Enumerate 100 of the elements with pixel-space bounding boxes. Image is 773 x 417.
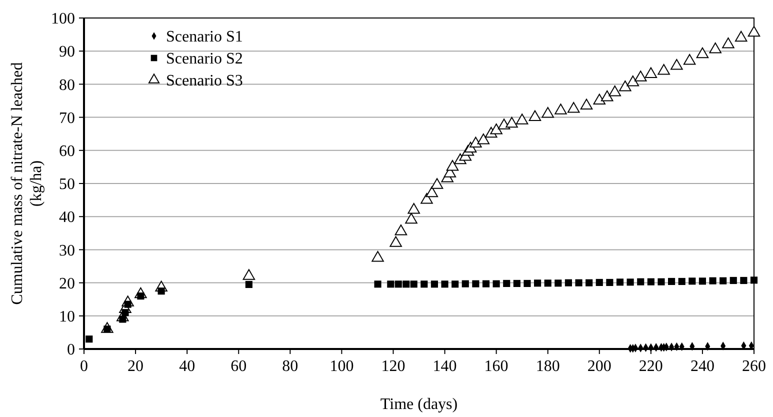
x-tick-label: 40 [179, 358, 196, 375]
point [482, 280, 490, 288]
point [658, 64, 670, 75]
point [668, 278, 676, 286]
point [580, 98, 593, 110]
point [567, 102, 580, 113]
legend-label: Scenario S2 [166, 50, 243, 68]
legend-label: Scenario S1 [166, 28, 243, 46]
point [683, 54, 696, 65]
point [503, 280, 510, 287]
point [698, 278, 706, 285]
point [616, 278, 624, 286]
point [402, 280, 410, 288]
point [374, 280, 382, 288]
point [626, 76, 640, 86]
point [245, 280, 252, 288]
x-tick-label: 100 [330, 358, 354, 375]
point [513, 280, 520, 287]
x-tick-label: 0 [80, 358, 88, 375]
point [619, 80, 632, 92]
point [740, 276, 748, 284]
point [696, 47, 709, 58]
x-tick-label: 80 [282, 358, 298, 375]
point [242, 269, 256, 280]
point [637, 278, 644, 286]
point [720, 277, 727, 284]
point [528, 110, 542, 122]
y-tick-label: 40 [59, 209, 75, 226]
point [534, 280, 542, 287]
point [492, 280, 500, 288]
point [670, 58, 683, 70]
point [748, 26, 760, 37]
point [462, 280, 469, 288]
point [593, 94, 606, 105]
point [647, 278, 654, 286]
point [606, 278, 614, 286]
point [387, 280, 394, 288]
y-tick-label: 10 [59, 308, 75, 326]
point [472, 280, 480, 288]
point [554, 280, 562, 287]
point [544, 280, 552, 287]
y-tick-label: 70 [59, 110, 75, 127]
point [709, 277, 716, 284]
x-tick-label: 180 [536, 358, 560, 375]
y-tick-label: 100 [51, 10, 75, 28]
x-tick-label: 20 [128, 358, 144, 375]
point [86, 336, 93, 343]
point [750, 276, 758, 284]
point [554, 104, 567, 114]
point [542, 106, 554, 118]
point [372, 250, 384, 262]
x-tick-label: 200 [587, 358, 612, 375]
point [420, 280, 428, 288]
point [122, 309, 129, 316]
point [394, 280, 402, 288]
x-tick-label: 60 [230, 358, 247, 375]
x-tick-label: 120 [381, 358, 406, 375]
x-axis-title: Time (days) [380, 396, 458, 413]
y-tick-label: 60 [59, 143, 75, 160]
x-tick-label: 140 [432, 358, 457, 375]
point [516, 114, 528, 124]
point [408, 202, 420, 214]
x-tick-label: 260 [742, 358, 766, 375]
y-tick-label: 30 [59, 242, 75, 260]
point [564, 279, 572, 286]
point [158, 288, 165, 295]
point [470, 136, 482, 148]
y-tick-label: 80 [59, 76, 75, 94]
y-tick-label: 90 [59, 44, 75, 61]
point [678, 278, 686, 286]
point [688, 278, 696, 285]
point [446, 160, 459, 171]
point [426, 186, 438, 198]
point [390, 236, 402, 247]
point [498, 118, 510, 130]
point [608, 85, 621, 96]
point [626, 278, 634, 286]
point [394, 224, 408, 236]
y-axis-title: Cumulative mass of nitrate-N leached (kg/ha) [9, 62, 46, 305]
point [644, 67, 658, 78]
point [722, 37, 734, 48]
point [524, 280, 531, 287]
point [430, 280, 438, 288]
point [441, 280, 448, 288]
point [452, 280, 459, 288]
point [730, 276, 737, 284]
point [405, 212, 418, 224]
y-tick-label: 0 [67, 342, 75, 359]
legend-label: Scenario S3 [166, 72, 243, 90]
x-tick-label: 160 [484, 358, 508, 375]
point [709, 42, 722, 54]
point [490, 124, 502, 134]
y-tick-label: 50 [59, 176, 75, 194]
point [596, 278, 603, 286]
x-tick-label: 220 [638, 358, 663, 375]
point [634, 70, 647, 82]
point [734, 30, 748, 42]
point [586, 279, 593, 286]
point [430, 178, 444, 189]
point [420, 193, 433, 204]
